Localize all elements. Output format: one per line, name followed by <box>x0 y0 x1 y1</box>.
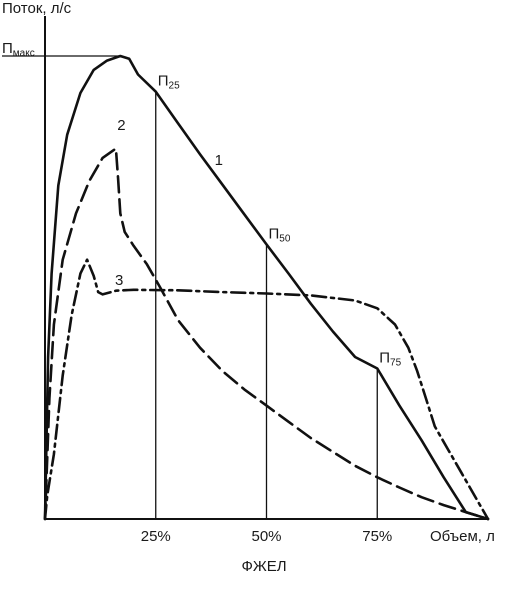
y-tick-label: Пмакс <box>2 40 35 59</box>
x-axis-label: Объем, л <box>430 528 495 545</box>
x-axis-title: ФЖЕЛ <box>241 558 286 575</box>
reference-lines <box>155 91 378 519</box>
curve-labels: 1 2 3 <box>115 117 223 289</box>
x-tick-labels: 25% 50% 75% <box>141 528 393 545</box>
curve-label: 3 <box>115 272 123 289</box>
y-tick-labels: Пмакс <box>2 40 121 59</box>
series-line-1 <box>43 54 490 521</box>
series-line-3 <box>43 258 490 521</box>
reference-point-label: П75 <box>379 350 401 369</box>
series-line-2 <box>43 147 490 521</box>
reference-point-label: П25 <box>158 73 180 92</box>
x-tick-label: 75% <box>362 528 392 545</box>
reference-point-label: П50 <box>269 225 291 244</box>
x-tick-label: 25% <box>141 528 171 545</box>
x-tick-label: 50% <box>251 528 281 545</box>
series-group <box>43 54 490 521</box>
curve-label: 2 <box>117 117 125 134</box>
reference-point-labels: П25 П50 П75 <box>158 73 402 369</box>
y-axis-title: Поток, л/с <box>2 0 72 17</box>
curve-label: 1 <box>215 152 223 169</box>
